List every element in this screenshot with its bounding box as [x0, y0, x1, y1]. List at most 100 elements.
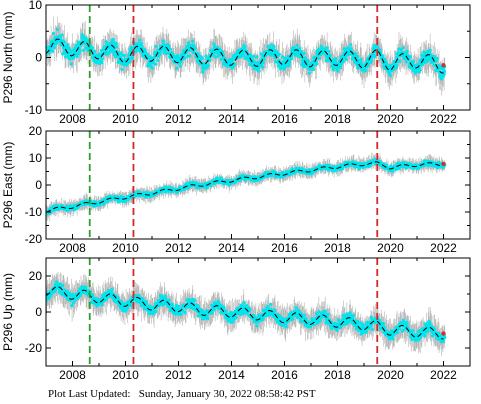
data-point: [426, 164, 431, 168]
data-point: [178, 64, 183, 68]
data-point: [277, 52, 282, 56]
data-point: [150, 66, 154, 70]
data-point: [111, 37, 115, 42]
data-point: [404, 60, 408, 64]
data-point: [142, 48, 147, 52]
data-point: [294, 53, 298, 58]
data-point: [275, 51, 279, 55]
data-point: [141, 297, 145, 301]
data-point: [84, 286, 88, 290]
data-point: [112, 52, 116, 57]
data-point: [206, 64, 210, 68]
data-point: [148, 61, 152, 66]
data-point: [194, 181, 198, 185]
data-point: [77, 51, 81, 56]
data-point: [201, 70, 205, 74]
data-point: [76, 40, 80, 44]
data-point: [100, 303, 104, 307]
data-point: [158, 50, 162, 55]
data-point: [110, 287, 114, 292]
data-point: [52, 31, 56, 36]
data-point: [116, 200, 120, 204]
east-axes-frame: [45, 130, 471, 240]
x-tick-label: 2010: [112, 112, 139, 126]
data-point: [272, 44, 276, 48]
data-point: [373, 55, 377, 59]
data-point: [114, 41, 118, 46]
north-plot-area: [46, 16, 447, 96]
data-point: [289, 57, 294, 61]
east-plot-area: [46, 152, 447, 222]
data-point: [213, 55, 218, 59]
data-point: [175, 66, 179, 70]
data-point: [138, 38, 142, 42]
data-point: [139, 304, 143, 308]
data-point: [116, 295, 120, 299]
data-point: [122, 53, 127, 58]
data-point: [140, 44, 144, 48]
data-point: [257, 65, 261, 70]
data-point: [357, 167, 361, 171]
data-point: [183, 310, 187, 315]
data-point: [338, 64, 343, 68]
data-point: [363, 68, 368, 73]
data-point: [302, 51, 306, 55]
data-point: [68, 57, 72, 61]
data-point: [130, 56, 135, 60]
data-point: [200, 56, 204, 60]
x-tick-label: 2014: [218, 112, 245, 126]
data-point: [154, 62, 158, 66]
data-point: [78, 293, 82, 297]
data-point: [349, 43, 353, 47]
data-point: [100, 57, 104, 61]
data-point: [262, 57, 266, 61]
y-tick-label: -10: [25, 205, 43, 219]
data-point: [287, 61, 292, 65]
x-tick-label: 2022: [430, 241, 457, 255]
data-point: [70, 304, 74, 308]
data-point: [359, 58, 363, 62]
data-point: [344, 57, 349, 62]
north-y-axis-label: P296 North (mm): [1, 11, 15, 103]
up-panel: 2008 2010 2012 2014 2016 2018 2020 2022-20020P2…: [1, 257, 471, 382]
data-point: [399, 47, 403, 51]
north-endpoint-marker: [441, 63, 446, 68]
up-data-points: [46, 280, 447, 344]
data-point: [144, 300, 149, 304]
data-point: [388, 74, 392, 78]
east-endpoint-marker: [441, 161, 446, 167]
data-point: [398, 59, 402, 63]
data-point: [284, 64, 288, 68]
data-point: [315, 62, 319, 66]
north-data-points: [46, 27, 447, 81]
data-point: [306, 59, 310, 64]
data-point: [394, 63, 399, 67]
data-point: [196, 52, 200, 57]
data-point: [54, 280, 59, 284]
data-point: [62, 40, 67, 44]
data-point: [100, 61, 104, 65]
data-point: [257, 69, 261, 73]
north-panel: 2008 2010 2012 2014 2016 2018 2020 2022 -10 0 10 P2…: [1, 0, 471, 126]
data-point: [332, 68, 336, 72]
x-tick-label: 2020: [377, 112, 404, 126]
data-point: [384, 62, 389, 66]
data-point: [411, 59, 415, 63]
north-error-bars: [46, 16, 446, 96]
data-point: [128, 56, 132, 61]
y-tick-label: 20: [29, 124, 43, 138]
x-tick-label: 2016: [271, 112, 298, 126]
x-tick-label: 2016: [271, 241, 298, 255]
data-point: [81, 48, 86, 52]
data-point: [188, 54, 192, 58]
data-point: [167, 298, 171, 302]
up-error-bars: [46, 271, 446, 357]
data-point: [408, 55, 413, 59]
data-point: [212, 42, 216, 46]
data-point: [336, 69, 340, 73]
data-point: [327, 49, 331, 54]
data-point: [154, 45, 158, 49]
y-tick-label: 10: [29, 151, 43, 165]
data-point: [317, 56, 322, 60]
east-panel: 2008 2010 2012 2014 2016 2018 2020 2022 -20 -10 0 1…: [1, 124, 471, 255]
